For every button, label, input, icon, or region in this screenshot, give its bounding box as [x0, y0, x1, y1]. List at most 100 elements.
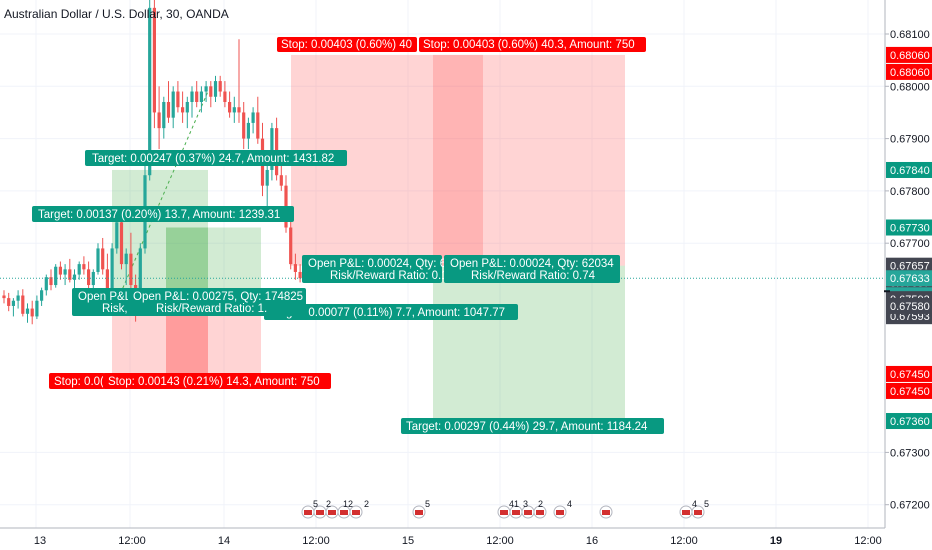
time-tick-label: 12:00: [302, 535, 330, 547]
price-label-text: 0.67840: [890, 165, 930, 177]
flag-stripe: [524, 510, 532, 515]
candle: [30, 308, 34, 317]
target-label[interactable]: [401, 418, 664, 434]
pnl-text: Open P&L: 0.00024, Qty: 6: [308, 258, 446, 270]
candle: [246, 122, 250, 139]
flag-stripe: [304, 510, 312, 515]
flag-stripe: [556, 510, 564, 515]
event-count: 41: [509, 499, 519, 509]
candle: [119, 222, 124, 265]
candle: [181, 107, 185, 113]
candle: [256, 112, 260, 139]
stop-label[interactable]: [49, 373, 105, 389]
price-label[interactable]: [886, 270, 932, 287]
pnl-label[interactable]: [302, 255, 442, 283]
price-label[interactable]: [886, 257, 932, 274]
target-label-text: Target: 0.00137 (0.20%) 13.7, Amount: 12…: [38, 209, 280, 221]
price-axis[interactable]: 0.68100 0.68000 0.67900 0.67800 0.67700 0.673…: [884, 0, 932, 528]
candle: [11, 300, 15, 306]
candle: [25, 308, 30, 314]
target-label-text: Target: 0.00247 (0.37%) 24.7, Amount: 14…: [92, 153, 334, 165]
candle: [82, 264, 86, 270]
short-stop-zone-overlap[interactable]: [433, 54, 483, 266]
long-target-zone-2[interactable]: [166, 227, 261, 300]
candle: [265, 169, 269, 186]
event-count: 2: [538, 499, 543, 509]
flag-stripe: [328, 510, 336, 515]
pnl-label[interactable]: [128, 288, 306, 316]
candle: [115, 222, 119, 249]
candle: [72, 274, 77, 280]
candle: [251, 112, 255, 123]
candle: [2, 295, 6, 299]
event-count: 12: [343, 499, 353, 509]
price-label[interactable]: [886, 219, 932, 236]
event-count: 5: [313, 499, 318, 509]
candle: [237, 107, 241, 113]
time-tick-label: 15: [402, 535, 414, 547]
trend-line[interactable]: [117, 91, 209, 300]
stop-label-text: Stop: 0.00143 (0.21%) 14.3, Amount: 750: [108, 376, 320, 388]
dashed-trend-line[interactable]: [117, 91, 209, 300]
flag-stripe: [316, 510, 324, 515]
time-tick-label: 12:00: [118, 535, 146, 547]
price-label-text: 0.67633: [890, 273, 930, 285]
candle: [63, 269, 67, 275]
time-tick-label: 12:00: [670, 535, 698, 547]
event-count: 4: [567, 499, 572, 509]
flag-stripe: [602, 510, 610, 515]
flag-stripe: [352, 510, 360, 515]
candle: [101, 248, 105, 270]
candle: [21, 295, 25, 314]
pnl-label[interactable]: [444, 255, 620, 283]
stop-label-text: Stop: 0.00403 (0.60%) 40.3, Amount: 750: [423, 39, 635, 51]
time-axis[interactable]: 13 12:00 14 12:00 15 12:00 16 12:00 19 12:00: [0, 527, 885, 547]
candle: [7, 298, 11, 306]
price-tick-label: 0.67200: [890, 500, 930, 512]
price-label-text: 0.67730: [890, 223, 930, 235]
price-tick-label: 0.67900: [890, 134, 930, 146]
long-target-zone-overlap[interactable]: [166, 227, 208, 300]
price-label-text: 0.67580: [890, 301, 930, 313]
price-label[interactable]: [886, 46, 932, 63]
candle: [171, 91, 175, 118]
candle: [204, 86, 208, 92]
price-label[interactable]: [886, 382, 932, 399]
candle: [289, 227, 293, 265]
time-tick-label: 12:00: [854, 535, 882, 547]
candle: [190, 91, 194, 102]
candle: [35, 300, 39, 317]
candle: [44, 277, 48, 291]
economic-events[interactable]: 5 2 12 2 5 41 3 2 4 4 5: [301, 499, 709, 519]
position-zones[interactable]: [112, 54, 625, 422]
pnl-label[interactable]: [72, 288, 132, 316]
target-label[interactable]: [32, 206, 294, 222]
price-label[interactable]: [886, 365, 932, 382]
long-target-zone[interactable]: [112, 169, 208, 300]
price-label[interactable]: [886, 161, 932, 178]
candle: [223, 91, 227, 102]
candle: [232, 107, 236, 113]
short-target-zone[interactable]: [433, 265, 625, 422]
price-label[interactable]: [886, 63, 932, 80]
price-tick-label: 0.67700: [890, 238, 930, 250]
stop-label[interactable]: [103, 373, 331, 389]
candle: [77, 264, 81, 275]
position-labels[interactable]: Stop: 0.00403 (0.60%) 40 Stop: 0.00403 (0…: [32, 37, 664, 434]
price-tick-label: 0.67800: [890, 186, 930, 198]
target-label[interactable]: [85, 150, 347, 166]
rr-text: Risk/Reward Ratio: 1.: [156, 303, 267, 315]
stop-label[interactable]: [277, 37, 417, 52]
candle: [157, 112, 161, 129]
candle: [176, 91, 180, 108]
stop-label[interactable]: [419, 37, 646, 52]
price-label[interactable]: [886, 413, 932, 430]
candle: [49, 277, 53, 286]
event-count: 2: [364, 499, 369, 509]
candle: [228, 101, 232, 113]
price-label[interactable]: [886, 297, 932, 314]
flag-stripe: [500, 510, 508, 515]
candle: [199, 91, 203, 102]
target-label[interactable]: [264, 304, 518, 320]
